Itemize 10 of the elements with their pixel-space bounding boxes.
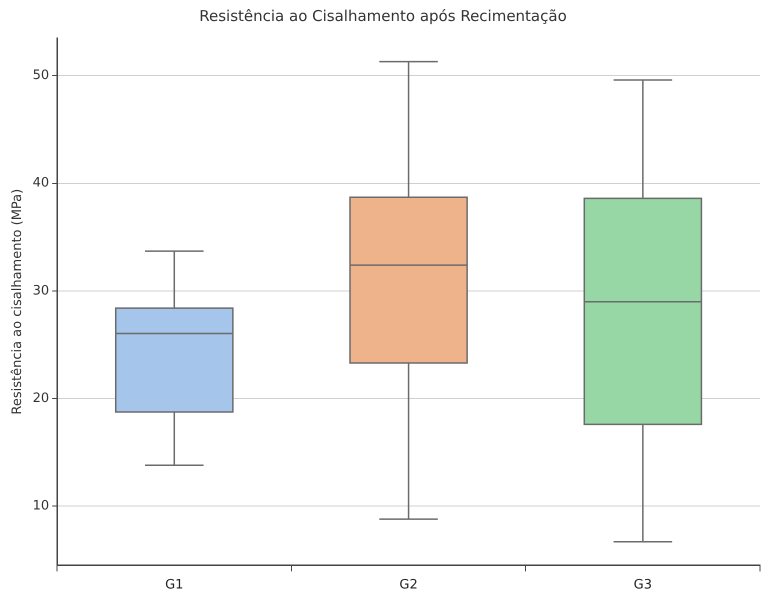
y-tick-label: 10 — [32, 498, 50, 514]
y-tick-label: 40 — [32, 176, 50, 191]
y-axis-title: Resistência ao cisalhamento (MPa) — [10, 188, 26, 415]
y-tick-label: 30 — [32, 283, 50, 298]
y-tick-label: 20 — [32, 390, 50, 406]
x-tick-label: G1 — [165, 578, 184, 593]
chart-title: Resistência ao Cisalhamento após Recimentação — [199, 6, 567, 25]
y-tick-label: 50 — [32, 68, 50, 84]
x-tick-label: G2 — [399, 578, 418, 593]
x-tick-label: G3 — [634, 578, 652, 593]
